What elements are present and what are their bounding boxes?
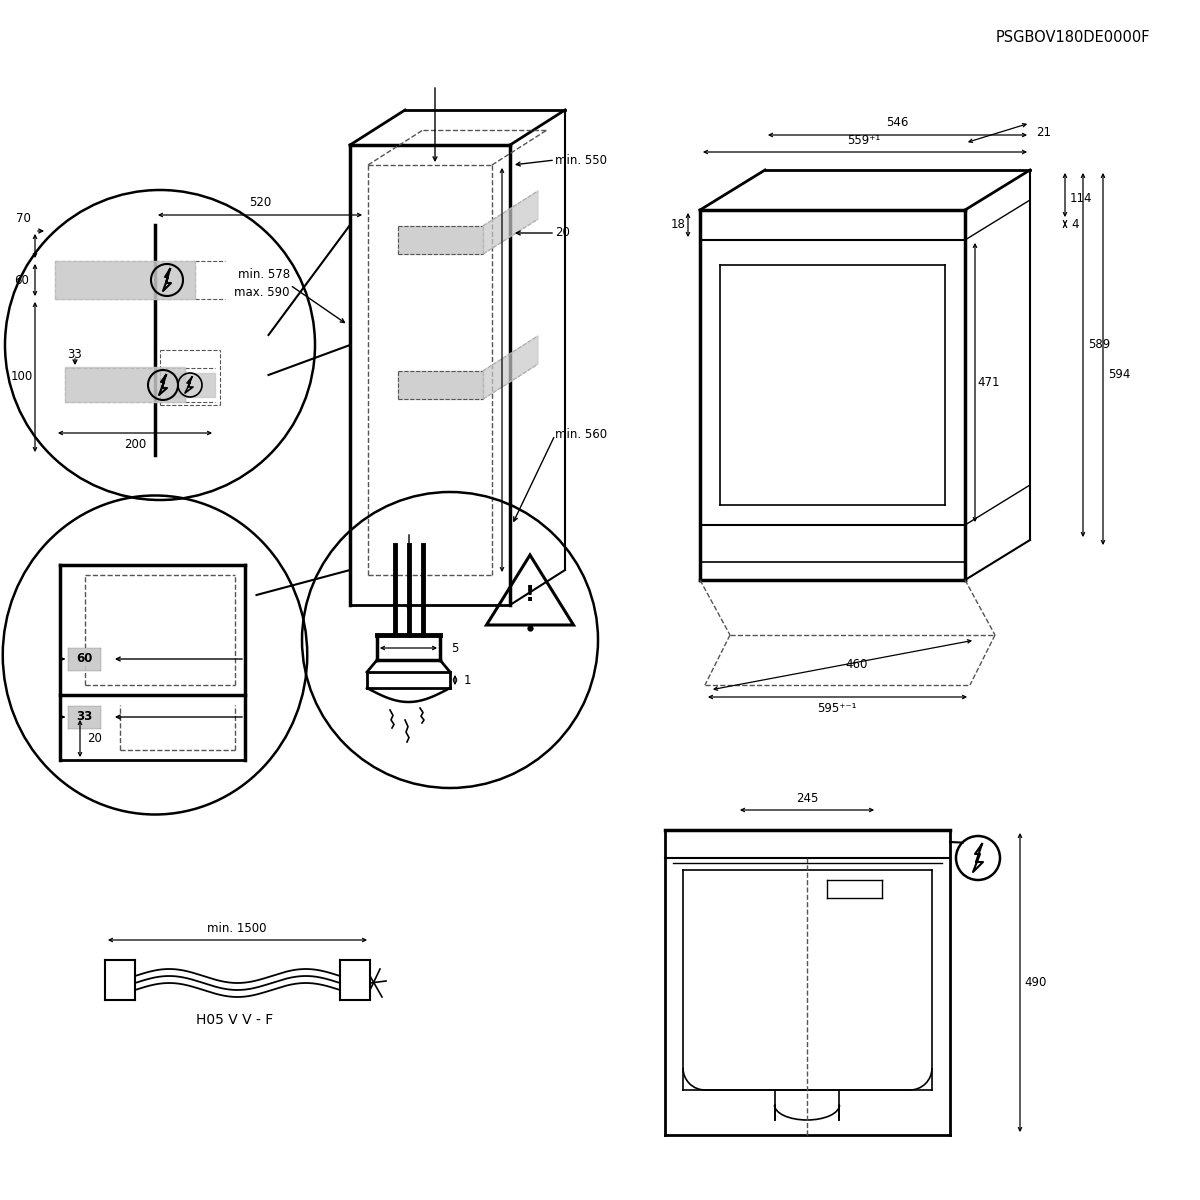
Text: max. 590: max. 590 — [234, 287, 290, 300]
Bar — [398, 226, 482, 254]
Text: 21: 21 — [1037, 126, 1051, 139]
Text: min. 578: min. 578 — [238, 269, 290, 282]
Text: !: ! — [524, 584, 535, 605]
Text: 5: 5 — [451, 642, 458, 654]
Bar — [398, 371, 482, 398]
Bar — [68, 648, 100, 670]
Text: 245: 245 — [796, 792, 818, 804]
Text: min. 550: min. 550 — [554, 154, 607, 167]
Text: PSGBOV180DE0000F: PSGBOV180DE0000F — [996, 30, 1150, 44]
Text: 114: 114 — [1069, 192, 1092, 204]
Text: 546: 546 — [886, 116, 908, 130]
Text: 1: 1 — [463, 673, 470, 686]
Polygon shape — [482, 336, 538, 398]
Text: 60: 60 — [76, 653, 92, 666]
Text: 460: 460 — [846, 659, 868, 672]
Text: 60: 60 — [14, 274, 30, 287]
Text: 20: 20 — [88, 732, 102, 745]
Bar — [55, 260, 194, 299]
Text: 200: 200 — [124, 438, 146, 451]
Text: 559⁺¹: 559⁺¹ — [847, 133, 881, 146]
Text: 520: 520 — [248, 197, 271, 210]
Text: 594: 594 — [1108, 368, 1130, 382]
Text: 18: 18 — [671, 218, 685, 232]
Text: 4: 4 — [1072, 217, 1079, 230]
Text: 595⁺⁻¹: 595⁺⁻¹ — [817, 702, 857, 715]
Bar — [68, 706, 100, 728]
Text: 589: 589 — [1088, 338, 1110, 352]
Text: 33: 33 — [76, 710, 92, 724]
Text: min. 560: min. 560 — [554, 428, 607, 442]
Text: 490: 490 — [1025, 977, 1048, 990]
Polygon shape — [482, 191, 538, 254]
Text: min. 1500: min. 1500 — [208, 922, 266, 935]
Text: H05 V V - F: H05 V V - F — [197, 1013, 274, 1027]
Text: 70: 70 — [16, 212, 30, 226]
Text: 33: 33 — [67, 348, 83, 360]
Text: 471: 471 — [978, 377, 1001, 390]
Text: 100: 100 — [11, 371, 34, 384]
Bar — [166, 373, 215, 397]
Text: 20: 20 — [554, 227, 570, 240]
Bar — [65, 367, 185, 402]
